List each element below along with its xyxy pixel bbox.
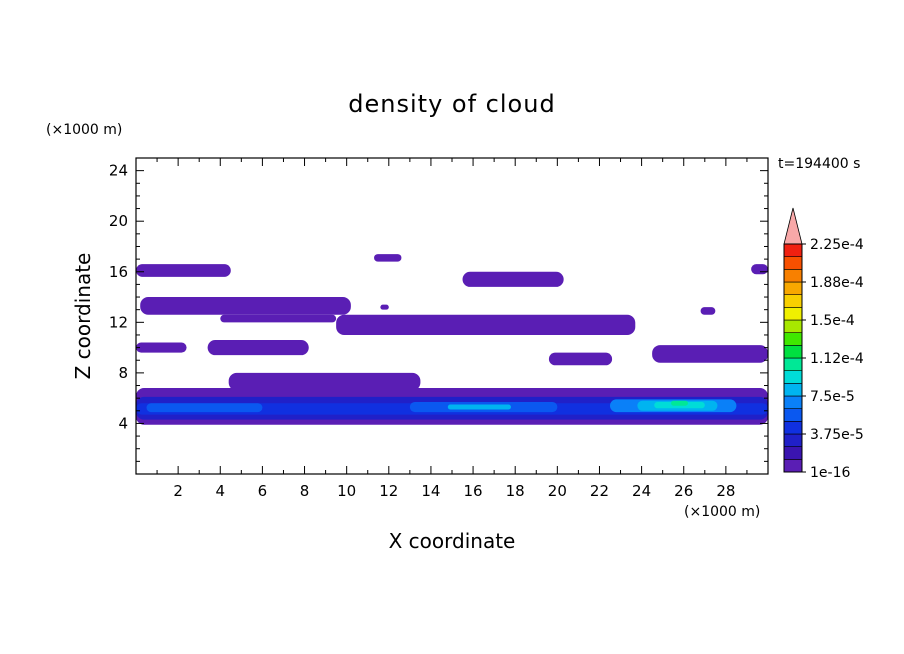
- colorbar-label: 7.5e-5: [810, 389, 855, 405]
- colorbar-swatch: [783, 281, 803, 295]
- cloud-region: [136, 264, 231, 277]
- y-tick-label: 16: [109, 263, 128, 281]
- colorbar-overflow-arrow: [783, 207, 803, 245]
- x-tick-label: 6: [258, 482, 268, 500]
- colorbar-swatch: [783, 332, 803, 346]
- colorbar-swatch: [783, 307, 803, 321]
- colorbar-swatch: [783, 269, 803, 283]
- time-label: t=194400 s: [778, 156, 860, 172]
- colorbar-swatch: [783, 421, 803, 435]
- x-tick-label: 4: [215, 482, 225, 500]
- colorbar: 1e-16 3.75e-5 7.5e-5 1.12e-4 1.5e-4 1.88e-4 2.…: [783, 207, 864, 481]
- colorbar-label: 1.88e-4: [810, 275, 864, 291]
- y-tick-label: 12: [109, 313, 128, 331]
- colorbar-swatch: [783, 256, 803, 270]
- x-tick-label: 12: [379, 482, 398, 500]
- x-tick-label: 16: [464, 482, 483, 500]
- x-tick-label: 8: [300, 482, 310, 500]
- colorbar-label: 1e-16: [810, 465, 850, 481]
- cloud-region: [380, 304, 389, 310]
- y-unit-label: (×1000 m): [46, 122, 122, 138]
- cloud-region: [751, 264, 768, 275]
- x-tick-label: 14: [421, 482, 440, 500]
- cloud-region: [700, 307, 716, 315]
- y-axis: 4 8 12 16 20 24: [109, 162, 768, 462]
- colorbar-swatch: [783, 370, 803, 384]
- cloud-region: [220, 314, 337, 323]
- colorbar-swatch: [783, 357, 803, 371]
- x-tick-label: 22: [590, 482, 609, 500]
- cloud-region: [136, 342, 187, 353]
- y-tick-label: 8: [118, 364, 128, 382]
- colorbar-swatch: [783, 294, 803, 308]
- colorbar-label: 3.75e-5: [810, 427, 864, 443]
- cloud-region: [548, 352, 613, 366]
- colorbar-swatch: [783, 383, 803, 397]
- x-axis: 2 4 6 8 10 12 14 16 18 20 22 24 26 28: [156, 158, 748, 500]
- colorbar-swatch: [783, 433, 803, 447]
- cloud-region: [374, 254, 402, 262]
- colorbar-swatch: [783, 243, 803, 257]
- chart-title: density of cloud: [348, 90, 555, 118]
- cloud-region: [447, 404, 511, 410]
- x-unit-label: (×1000 m): [684, 504, 760, 520]
- cloud-region: [146, 403, 263, 413]
- cloud-region: [462, 271, 564, 287]
- x-axis-title: X coordinate: [389, 529, 516, 553]
- cloud-region: [140, 297, 351, 315]
- colorbar-swatch: [783, 408, 803, 422]
- x-tick-label: 10: [337, 482, 356, 500]
- colorbar-swatch: [783, 319, 803, 333]
- y-axis-title: Z coordinate: [71, 253, 95, 380]
- colorbar-label: 1.12e-4: [810, 351, 864, 367]
- colorbar-swatch: [783, 345, 803, 359]
- y-tick-label: 4: [118, 414, 128, 432]
- x-tick-label: 24: [632, 482, 651, 500]
- colorbar-swatch: [783, 459, 803, 473]
- cloud-region: [652, 345, 768, 363]
- colorbar-swatch: [783, 395, 803, 409]
- cloud-region: [671, 400, 688, 406]
- x-tick-label: 2: [173, 482, 183, 500]
- x-tick-label: 20: [548, 482, 567, 500]
- y-tick-label: 20: [109, 212, 128, 230]
- cloud-region: [336, 314, 636, 335]
- x-tick-label: 28: [716, 482, 735, 500]
- colorbar-label: 2.25e-4: [810, 237, 864, 253]
- y-tick-label: 24: [109, 162, 128, 180]
- plot-area: [136, 254, 768, 425]
- colorbar-label: 1.5e-4: [810, 313, 855, 329]
- cloud-region: [228, 372, 421, 391]
- cloud-region: [207, 340, 309, 356]
- x-tick-label: 26: [674, 482, 693, 500]
- x-tick-label: 18: [506, 482, 525, 500]
- colorbar-swatch: [783, 446, 803, 460]
